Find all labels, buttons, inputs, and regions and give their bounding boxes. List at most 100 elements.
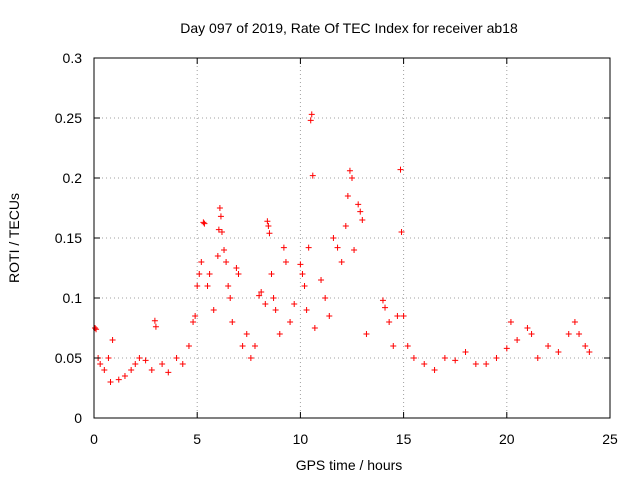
x-tick-label: 20	[499, 431, 515, 447]
data-point	[309, 172, 316, 179]
y-axis-label: ROTI / TECUs	[6, 193, 22, 283]
data-point	[128, 367, 135, 373]
data-point	[229, 319, 236, 325]
data-point	[165, 369, 172, 376]
data-point	[472, 361, 479, 367]
data-point	[107, 379, 114, 385]
chart-title: Day 097 of 2019, Rate Of TEC Index for r…	[180, 20, 518, 36]
data-point	[308, 111, 315, 118]
data-point	[105, 355, 112, 361]
data-point	[121, 373, 128, 379]
x-tick-label: 0	[90, 431, 98, 447]
grid-lines	[94, 58, 610, 418]
data-point	[227, 295, 234, 301]
data-point	[291, 301, 298, 307]
data-point	[307, 117, 314, 124]
data-point	[221, 247, 228, 253]
data-point	[528, 331, 535, 337]
data-point	[346, 167, 353, 174]
data-point	[264, 218, 271, 225]
data-point	[441, 355, 448, 361]
data-point	[534, 355, 541, 361]
data-point	[338, 259, 345, 265]
data-point	[268, 271, 275, 277]
data-point	[398, 229, 405, 235]
data-point	[109, 337, 116, 343]
data-point	[115, 376, 122, 383]
data-point	[235, 271, 242, 277]
data-point	[524, 325, 531, 331]
data-point	[514, 337, 521, 343]
data-point	[452, 357, 459, 364]
data-point	[394, 313, 401, 319]
y-tick-label: 0.05	[55, 350, 82, 366]
data-point	[359, 217, 366, 223]
data-point	[266, 230, 273, 237]
data-point	[136, 355, 143, 361]
data-point	[483, 361, 490, 367]
data-point	[215, 226, 222, 233]
y-tick-label: 0	[74, 410, 82, 426]
data-point	[421, 361, 428, 367]
data-point	[101, 367, 108, 373]
x-tick-labels: 0 5 10 15 20 25	[90, 431, 618, 447]
data-point	[351, 247, 358, 253]
x-tick-label: 10	[293, 431, 309, 447]
data-point	[576, 331, 583, 337]
data-point	[311, 325, 318, 331]
data-point	[258, 289, 265, 295]
data-point	[92, 325, 99, 331]
data-point	[272, 307, 279, 313]
data-point	[194, 283, 201, 289]
data-point	[251, 343, 258, 349]
data-point	[301, 283, 308, 289]
data-point	[555, 349, 562, 355]
data-point	[282, 259, 289, 265]
x-tick-label: 25	[602, 431, 618, 447]
data-point	[192, 313, 199, 319]
data-point	[179, 361, 186, 367]
data-point	[239, 343, 246, 349]
y-tick-label: 0.25	[55, 110, 82, 126]
data-point	[462, 349, 469, 355]
data-point	[330, 235, 337, 241]
data-point	[357, 208, 364, 215]
data-point	[243, 331, 250, 337]
data-point	[342, 223, 349, 229]
data-point	[326, 313, 333, 319]
data-point	[218, 229, 225, 235]
data-point	[386, 319, 393, 325]
x-tick-label: 15	[396, 431, 412, 447]
data-point	[216, 205, 223, 211]
data-point	[148, 367, 155, 373]
y-tick-label: 0.3	[63, 50, 83, 66]
data-point	[270, 295, 277, 301]
data-point	[355, 201, 362, 208]
data-point	[233, 265, 240, 271]
y-tick-labels: 0 0.05 0.1 0.15 0.2 0.25 0.3	[55, 50, 82, 426]
plot-frame	[93, 57, 611, 419]
data-points	[92, 111, 593, 385]
data-point	[276, 331, 283, 337]
data-point	[97, 361, 104, 367]
data-point	[280, 244, 287, 251]
data-point	[397, 166, 404, 173]
data-point	[247, 355, 254, 361]
data-point	[344, 193, 351, 199]
data-point	[132, 361, 139, 367]
data-point	[582, 343, 589, 349]
data-point	[200, 219, 207, 226]
axis-ticks	[93, 57, 611, 419]
data-point	[256, 292, 263, 299]
data-point	[152, 323, 159, 330]
y-tick-label: 0.15	[55, 230, 82, 246]
data-point	[142, 357, 149, 364]
data-point	[586, 349, 593, 355]
data-point	[210, 307, 217, 313]
y-tick-label: 0.2	[63, 170, 83, 186]
data-point	[404, 343, 411, 349]
data-point	[379, 297, 386, 304]
y-tick-label: 0.1	[63, 290, 83, 306]
data-point	[390, 343, 397, 349]
data-point	[198, 259, 205, 265]
